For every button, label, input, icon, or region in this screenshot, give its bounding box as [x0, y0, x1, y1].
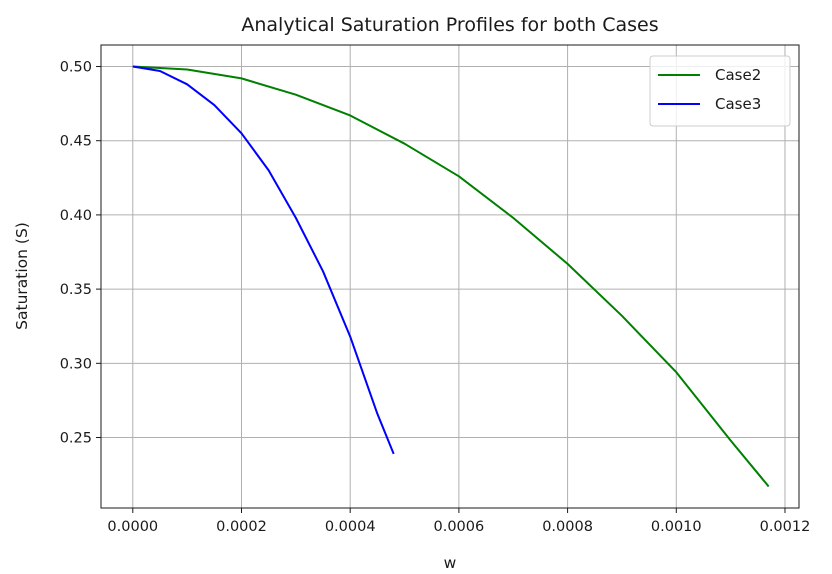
- legend-label-case3: Case3: [715, 95, 761, 113]
- grid: [101, 45, 799, 508]
- legend-box: [649, 55, 791, 127]
- series-group: [132, 65, 770, 488]
- legend: Case2 Case3: [649, 55, 791, 127]
- ticks: 0.0000 0.0002 0.0004 0.0006 0.0008 0.0010 0.00…: [60, 60, 811, 535]
- plot-frame: [100, 44, 800, 509]
- x-tick-label: 0.0012: [760, 519, 811, 535]
- y-tick-label: 0.45: [60, 134, 92, 150]
- series-line-case3: [132, 65, 395, 455]
- chart-title: Analytical Saturation Profiles for both …: [241, 14, 658, 36]
- x-tick-label: 0.0008: [542, 519, 593, 535]
- x-tick-label: 0.0006: [434, 519, 485, 535]
- y-tick-label: 0.40: [60, 208, 92, 224]
- y-tick-label: 0.30: [60, 356, 92, 372]
- y-axis-label: Saturation (S): [13, 222, 31, 330]
- x-tick-label: 0.0010: [651, 519, 702, 535]
- y-tick-label: 0.35: [60, 282, 92, 298]
- series-line-case2: [132, 65, 770, 488]
- legend-label-case2: Case2: [715, 66, 761, 84]
- x-axis-label: w: [444, 554, 457, 572]
- x-tick-label: 0.0002: [216, 519, 267, 535]
- x-tick-label: 0.0000: [107, 519, 158, 535]
- y-tick-label: 0.50: [60, 60, 92, 76]
- y-tick-label: 0.25: [60, 431, 92, 447]
- x-tick-label: 0.0004: [325, 519, 376, 535]
